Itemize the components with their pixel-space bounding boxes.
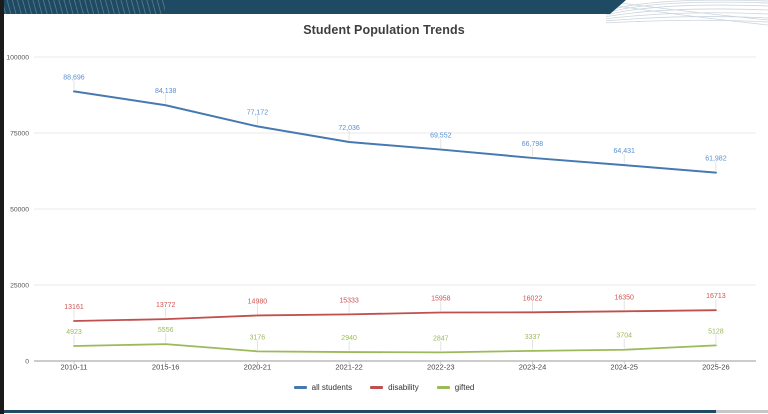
y-tick-label: 50000 [10,206,29,213]
x-tick-label: 2024-25 [610,363,638,372]
point-label-all-students: 66,798 [522,141,544,148]
x-tick-label: 2020-21 [244,363,272,372]
legend-dash-icon [370,386,384,389]
y-tick-label: 0 [25,358,29,365]
x-tick-label: 2015-16 [152,363,180,372]
point-label-gifted: 4923 [66,329,82,336]
y-tick-label: 25000 [10,282,29,289]
legend-item-gifted: gifted [436,383,475,392]
y-tick-label: 75000 [10,130,29,137]
point-label-all-students: 69,552 [430,133,452,140]
point-label-disability: 14980 [248,298,268,305]
series-line-disability [73,309,717,322]
header-hatch-pattern [0,0,165,14]
bottom-bar [0,409,768,413]
point-label-all-students: 61,982 [705,156,727,163]
legend-label: disability [388,383,419,392]
point-label-disability: 13772 [156,302,176,309]
header-bar [0,0,626,14]
point-label-gifted: 2847 [433,335,449,342]
point-label-disability: 16713 [706,293,726,300]
point-label-disability: 16350 [614,294,634,301]
point-label-all-students: 72,036 [338,125,360,132]
series-line-all-students [73,90,717,174]
x-tick-label: 2010-11 [61,363,88,372]
x-tick-label: 2021-22 [335,363,363,372]
x-tick-label: 2022-23 [427,363,455,372]
legend-label: gifted [454,383,475,392]
point-label-all-students: 77,172 [247,109,269,116]
x-tick-label: 2023-24 [519,363,547,372]
point-label-gifted: 2940 [341,335,357,342]
bottom-bar-light-segment [716,409,768,413]
point-label-disability: 13161 [64,304,84,311]
point-label-all-students: 64,431 [613,148,635,155]
point-label-gifted: 5556 [158,327,174,334]
point-label-gifted: 5128 [708,328,724,335]
point-label-gifted: 3337 [525,334,541,341]
point-label-disability: 16022 [523,295,543,302]
chart-title: Student Population Trends [303,23,465,37]
bottom-bar-dark-segment [0,409,716,413]
legend-label: all students [311,383,353,392]
guilloche-wave-pattern [606,0,768,26]
point-label-gifted: 3176 [250,334,266,341]
series-line-gifted [73,343,717,354]
point-label-disability: 15333 [339,297,359,304]
point-label-all-students: 84,138 [155,88,177,95]
point-label-gifted: 3704 [616,333,632,340]
legend-dash-icon [293,386,307,389]
x-tick-label: 2025-26 [702,363,730,372]
point-label-all-students: 88,696 [63,74,85,81]
legend-dash-icon [436,386,450,389]
legend-item-all-students: all students [293,383,353,392]
left-edge-strip [0,0,4,414]
chart-legend: all students disability gifted [0,383,768,392]
y-tick-label: 100000 [6,54,29,61]
point-label-disability: 15958 [431,295,451,302]
legend-item-disability: disability [370,383,419,392]
